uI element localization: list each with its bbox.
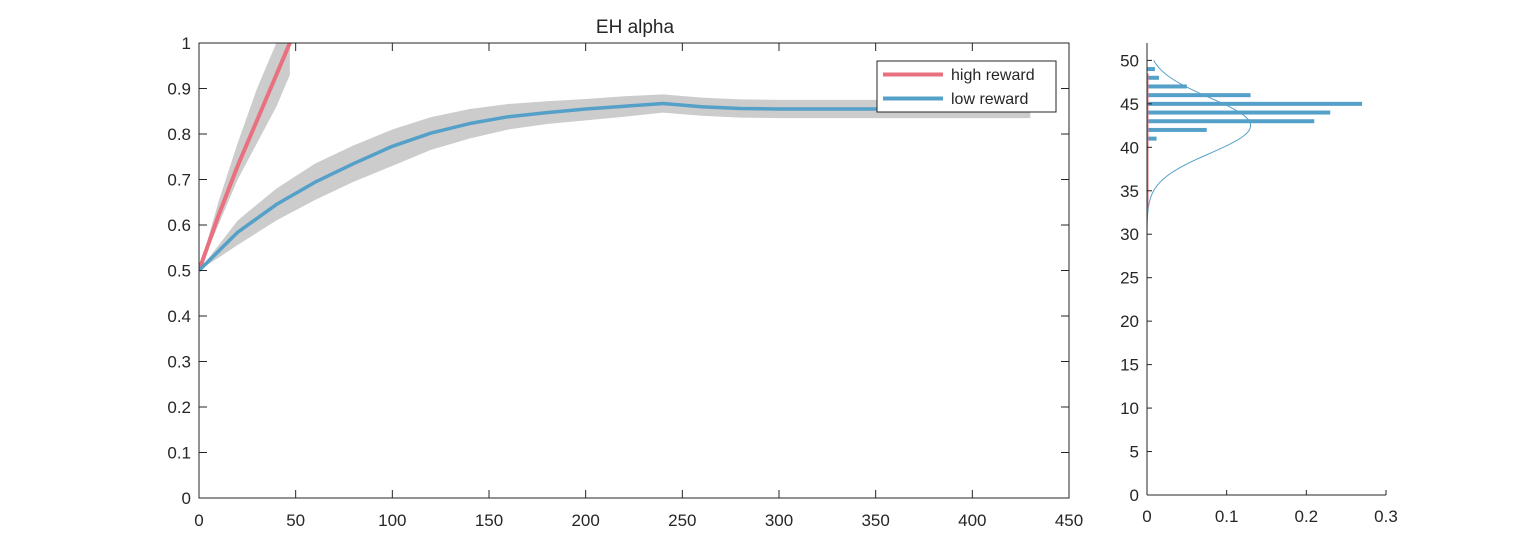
x-tick-label: 250	[668, 511, 696, 530]
x-tick-label: 400	[958, 511, 986, 530]
side-y-tick-label: 35	[1120, 182, 1139, 201]
side-x-axis-ticks: 0 0.1 0.2 0.3	[1142, 490, 1398, 526]
y-tick-label: 0.7	[167, 171, 191, 190]
y-tick-label: 0.1	[167, 444, 191, 463]
y-tick-label: 1	[182, 34, 191, 53]
side-x-tick-label: 0.2	[1295, 507, 1319, 526]
x-tick-label: 300	[765, 511, 793, 530]
x-tick-label: 50	[286, 511, 305, 530]
side-histogram-chart: 0 0.1 0.2 0.3 0 5 10 15 20 25 30 35 40 45 50	[1120, 43, 1398, 526]
legend-label-low-reward: low reward	[951, 91, 1028, 108]
y-tick-label: 0.5	[167, 262, 191, 281]
normal-fit-curve	[1146, 60, 1252, 495]
histogram-bar	[1147, 101, 1363, 106]
side-y-tick-label: 20	[1120, 312, 1139, 331]
histogram-bar	[1147, 119, 1315, 124]
legend: high reward low reward	[876, 60, 1057, 113]
x-tick-label: 200	[571, 511, 599, 530]
side-y-tick-label: 40	[1120, 138, 1139, 157]
y-tick-label: 0.8	[167, 125, 191, 144]
legend-label-high-reward: high reward	[951, 67, 1035, 84]
side-y-tick-label: 5	[1130, 443, 1139, 462]
side-y-tick-label: 10	[1120, 399, 1139, 418]
histogram-bar	[1147, 75, 1159, 80]
side-x-tick-label: 0.1	[1215, 507, 1239, 526]
series-line-low-reward	[199, 101, 1031, 272]
fit-curve	[1146, 60, 1252, 495]
histogram-bars	[1147, 67, 1363, 141]
side-x-tick-label: 0.3	[1374, 507, 1398, 526]
histogram-bar	[1147, 67, 1155, 72]
x-tick-label: 0	[194, 511, 203, 530]
x-tick-label: 450	[1055, 511, 1083, 530]
y-tick-label: 0.9	[167, 80, 191, 99]
side-y-tick-label: 30	[1120, 225, 1139, 244]
band-low-reward	[199, 94, 1031, 271]
side-y-axis-ticks: 0 5 10 15 20 25 30 35 40 45 50	[1120, 51, 1152, 505]
side-y-tick-label: 25	[1120, 269, 1139, 288]
histogram-bar	[1147, 136, 1157, 141]
side-y-tick-label: 45	[1120, 95, 1139, 114]
y-tick-label: 0.6	[167, 216, 191, 235]
histogram-bar	[1147, 110, 1331, 115]
y-tick-label: 0.2	[167, 398, 191, 417]
y-tick-label: 0.4	[167, 307, 191, 326]
x-tick-label: 150	[475, 511, 503, 530]
x-axis-ticks: 0 50 100 150 200 250 300 350 400 450	[194, 43, 1083, 530]
main-line-chart: EH alpha 0 50 100 150 200 250 300 350 400 450 0 0.…	[167, 17, 1083, 530]
series-lines	[199, 43, 1031, 272]
side-y-tick-label: 0	[1130, 486, 1139, 505]
side-y-tick-label: 15	[1120, 356, 1139, 375]
histogram-bar	[1147, 84, 1187, 89]
series-line-high-reward	[199, 43, 292, 272]
histogram-bar	[1147, 127, 1207, 132]
y-axis-ticks: 0 0.1 0.2 0.3 0.4 0.5 0.6 0.7 0.8 0.9 1	[167, 34, 1069, 508]
y-tick-label: 0	[182, 489, 191, 508]
chart-title: EH alpha	[596, 17, 675, 38]
side-y-tick-label: 50	[1120, 51, 1139, 70]
y-tick-label: 0.3	[167, 353, 191, 372]
legend-box	[876, 60, 1057, 113]
x-tick-label: 350	[861, 511, 889, 530]
x-tick-label: 100	[378, 511, 406, 530]
side-x-tick-label: 0	[1142, 507, 1151, 526]
histogram-bar	[1147, 93, 1251, 98]
